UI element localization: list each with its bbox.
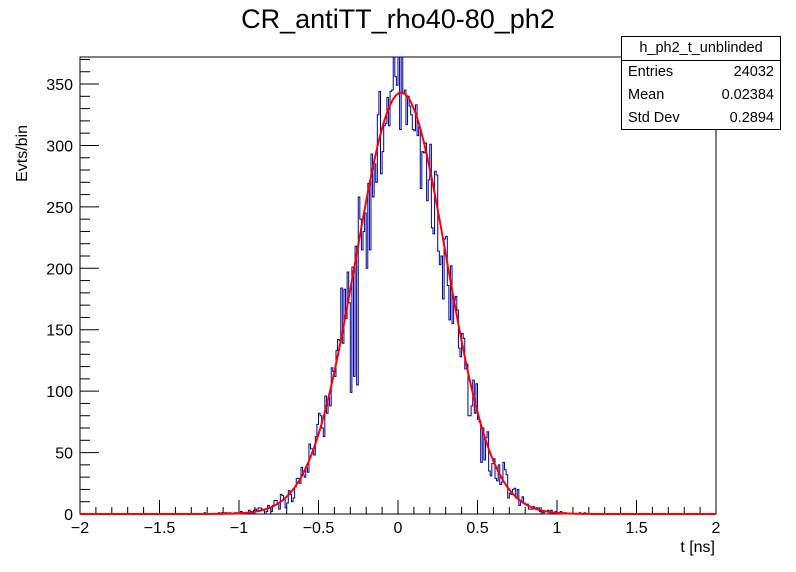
stats-box-title: h_ph2_t_unblinded xyxy=(622,37,780,61)
x-tick-label: 0.5 xyxy=(466,520,488,537)
stats-row-stddev: Std Dev 0.2894 xyxy=(622,107,780,130)
stats-value-mean: 0.02384 xyxy=(721,87,774,103)
stats-label-mean: Mean xyxy=(628,87,665,103)
stats-value-entries: 24032 xyxy=(733,64,774,80)
x-tick-label: −2 xyxy=(71,520,89,537)
y-tick-label: 300 xyxy=(46,138,73,155)
x-tick-label: −0.5 xyxy=(303,520,335,537)
x-tick-label: 0 xyxy=(394,520,403,537)
stats-box: h_ph2_t_unblinded Entries 24032 Mean 0.0… xyxy=(621,36,781,130)
y-tick-label: 150 xyxy=(46,323,73,340)
gaussian-fit-curve xyxy=(80,91,716,515)
y-tick-label: 50 xyxy=(55,446,73,463)
x-axis-title: t [ns] xyxy=(680,539,715,556)
y-tick-label: 0 xyxy=(64,507,73,524)
stats-label-stddev: Std Dev xyxy=(628,110,680,126)
stats-value-stddev: 0.2894 xyxy=(729,110,774,126)
y-axis-ticks xyxy=(80,58,99,515)
y-tick-label: 100 xyxy=(46,384,73,401)
y-tick-label: 350 xyxy=(46,77,73,94)
x-tick-label: −1 xyxy=(230,520,248,537)
y-axis-title: Evts/bin xyxy=(14,125,31,182)
y-tick-label: 250 xyxy=(46,200,73,217)
stats-row-entries: Entries 24032 xyxy=(622,61,780,84)
chart-title: CR_antiTT_rho40-80_ph2 xyxy=(241,4,555,34)
stats-row-mean: Mean 0.02384 xyxy=(622,84,780,107)
y-tick-label: 200 xyxy=(46,261,73,278)
x-axis-ticks xyxy=(79,500,717,514)
x-tick-label: 1.5 xyxy=(625,520,647,537)
x-tick-label: −1.5 xyxy=(144,520,176,537)
x-tick-label: 1 xyxy=(553,520,562,537)
stats-label-entries: Entries xyxy=(628,64,674,80)
x-tick-label: 2 xyxy=(712,520,721,537)
